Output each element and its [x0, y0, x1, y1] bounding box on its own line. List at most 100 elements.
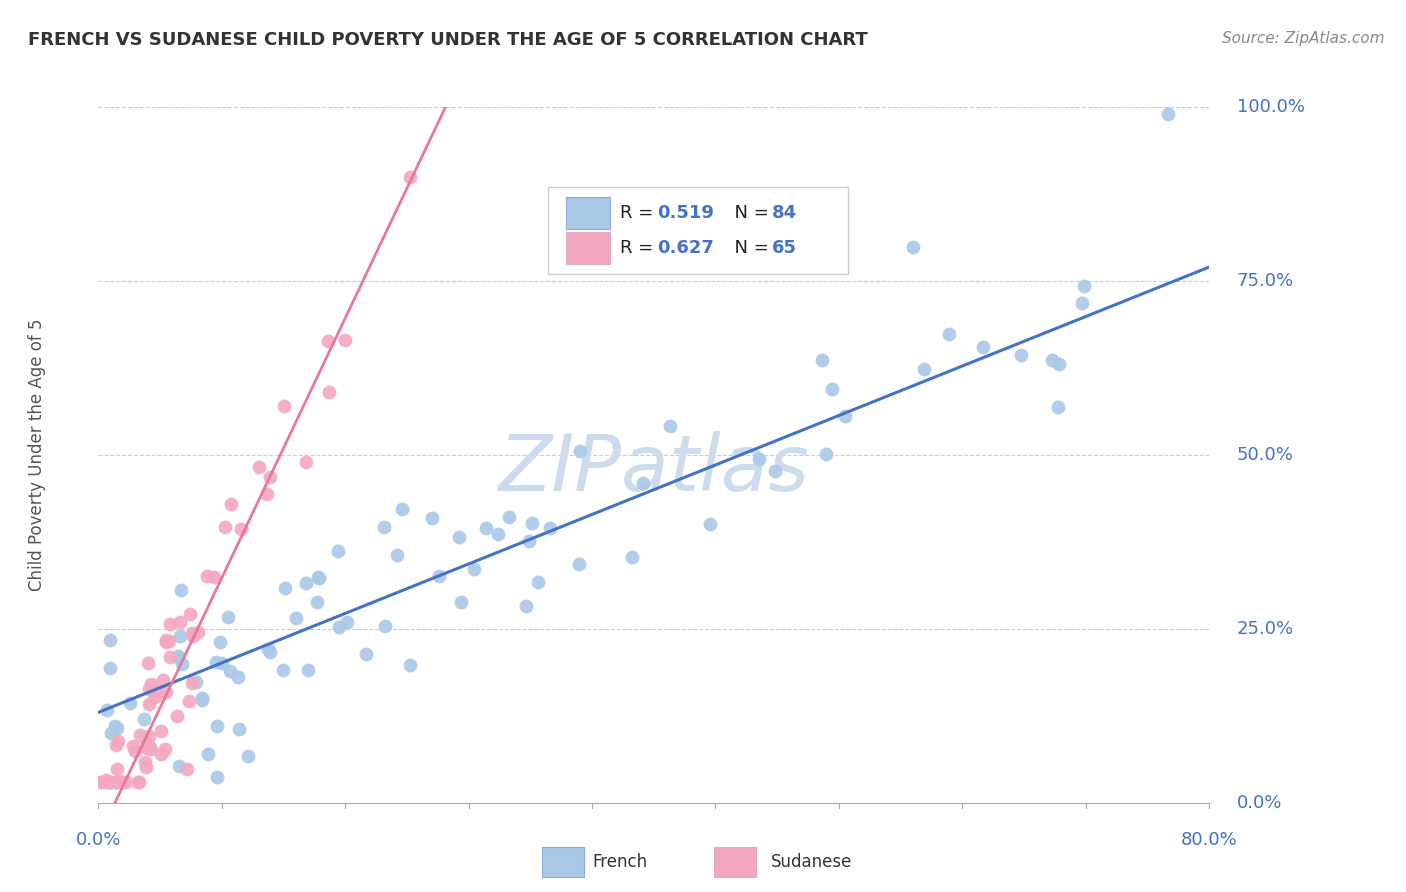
Point [110, 775, 132, 789]
Point [374, 619, 396, 633]
Point [517, 533, 540, 548]
Point [399, 169, 422, 184]
Point [631, 475, 654, 490]
Point [316, 334, 339, 348]
Point [229, 523, 252, 537]
Point [150, 723, 173, 738]
Text: Child Poverty Under the Age of 5: Child Poverty Under the Age of 5 [28, 318, 46, 591]
Point [447, 530, 470, 544]
Text: French: French [593, 853, 648, 871]
Point [218, 664, 240, 678]
Point [181, 626, 204, 640]
Point [450, 595, 472, 609]
Point [195, 569, 218, 583]
FancyBboxPatch shape [567, 232, 610, 264]
Point [180, 675, 202, 690]
Point [474, 521, 496, 535]
Point [1047, 401, 1070, 415]
Point [427, 569, 450, 583]
Point [568, 557, 591, 571]
Point [307, 570, 329, 584]
FancyBboxPatch shape [714, 847, 756, 877]
Point [138, 697, 160, 711]
Point [294, 455, 316, 469]
Point [659, 419, 682, 434]
Point [211, 656, 233, 670]
Point [486, 526, 509, 541]
Point [100, 725, 122, 739]
Point [1156, 107, 1178, 121]
Point [176, 763, 198, 777]
Point [166, 709, 188, 723]
Point [333, 333, 356, 347]
Point [143, 690, 166, 704]
Point [105, 721, 128, 735]
Point [305, 595, 328, 609]
Point [217, 610, 239, 624]
Point [98, 775, 121, 789]
Point [205, 719, 228, 733]
Point [354, 647, 377, 661]
Point [190, 693, 212, 707]
Point [187, 624, 209, 639]
Point [179, 693, 201, 707]
Point [118, 696, 141, 710]
Point [105, 775, 128, 789]
Text: N =: N = [723, 239, 775, 257]
Point [170, 582, 193, 597]
Point [105, 762, 128, 776]
Point [105, 738, 128, 752]
Text: 25.0%: 25.0% [1237, 620, 1294, 638]
Point [1049, 357, 1071, 371]
Point [226, 670, 249, 684]
Point [259, 469, 281, 483]
FancyBboxPatch shape [548, 187, 848, 274]
Point [89, 775, 111, 789]
Point [179, 607, 201, 621]
Point [159, 649, 181, 664]
Point [115, 775, 138, 789]
Point [498, 509, 520, 524]
Point [205, 770, 228, 784]
Point [228, 722, 250, 736]
Point [569, 444, 592, 458]
Point [155, 632, 177, 647]
Point [810, 353, 832, 368]
Point [93, 775, 115, 789]
Point [912, 361, 935, 376]
Point [763, 464, 786, 478]
Point [247, 459, 270, 474]
Point [94, 772, 117, 787]
Point [149, 747, 172, 762]
Text: 100.0%: 100.0% [1237, 98, 1305, 116]
Point [157, 634, 180, 648]
Point [274, 581, 297, 595]
Point [135, 741, 157, 756]
Point [98, 775, 121, 789]
Text: ZIPatlas: ZIPatlas [498, 431, 810, 507]
Point [127, 775, 149, 789]
Text: R =: R = [620, 239, 659, 257]
Point [138, 739, 160, 753]
Point [169, 615, 191, 629]
Point [748, 452, 770, 467]
Text: 0.0%: 0.0% [1237, 794, 1282, 812]
FancyBboxPatch shape [567, 197, 610, 229]
Text: Source: ZipAtlas.com: Source: ZipAtlas.com [1222, 31, 1385, 46]
Point [186, 674, 208, 689]
Point [181, 629, 204, 643]
Point [135, 736, 157, 750]
Point [96, 775, 118, 789]
Point [538, 521, 561, 535]
Point [515, 599, 537, 614]
Point [97, 775, 120, 789]
Point [155, 634, 177, 648]
Text: 0.519: 0.519 [657, 204, 714, 222]
Point [152, 673, 174, 687]
Text: 84: 84 [772, 204, 797, 222]
Point [256, 487, 278, 501]
Point [219, 497, 242, 511]
Point [399, 657, 422, 672]
Point [107, 734, 129, 748]
Point [104, 719, 127, 733]
